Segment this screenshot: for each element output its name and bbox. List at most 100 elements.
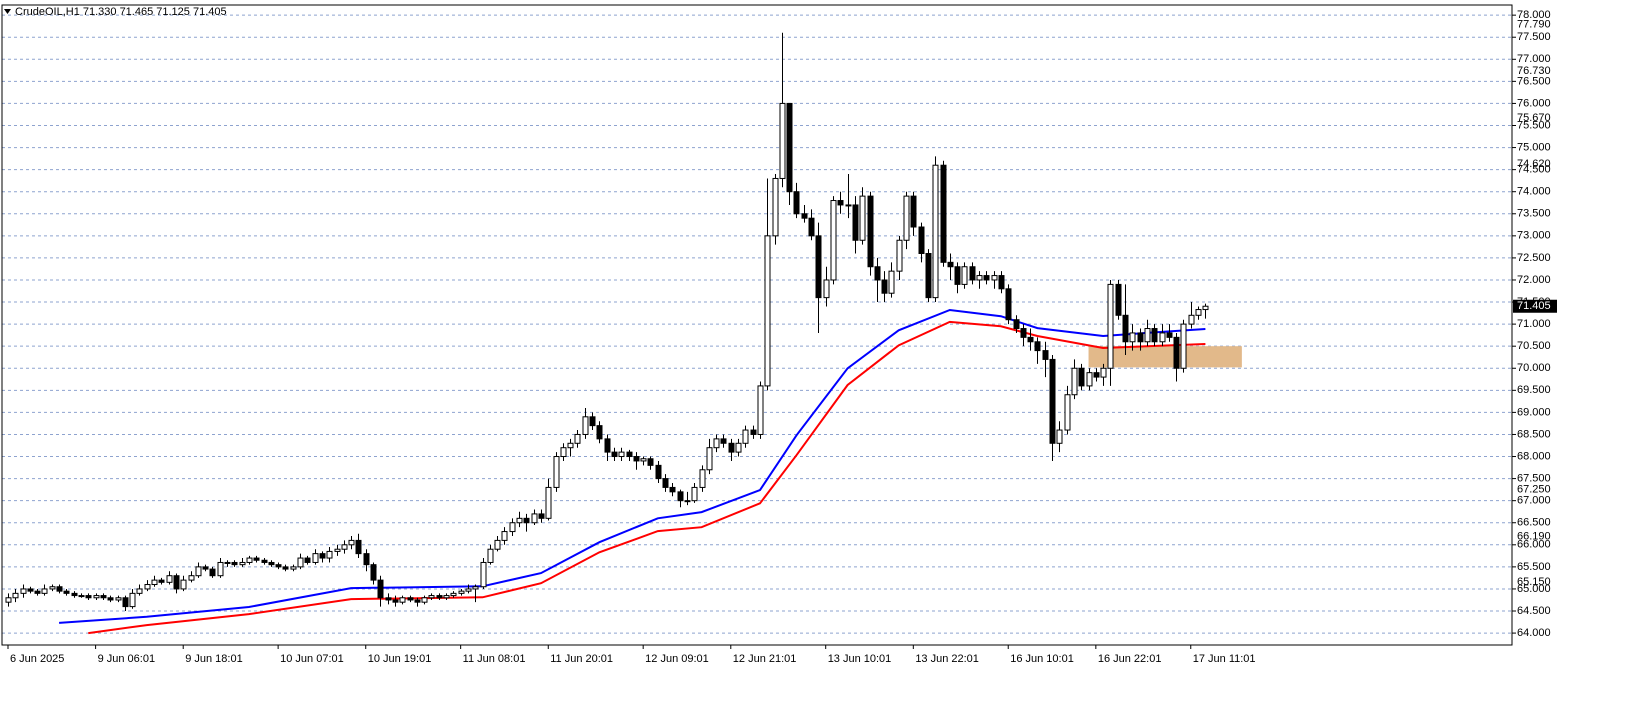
candle-body <box>1013 319 1020 330</box>
candle-body <box>750 429 757 435</box>
candle-body <box>115 597 122 601</box>
candle-body <box>173 575 180 590</box>
y-tick-label: 69.500 <box>1517 384 1551 396</box>
y-tick-label: 68.500 <box>1517 428 1551 440</box>
y-tick-label: 65.500 <box>1517 561 1551 573</box>
candle-body <box>231 561 238 566</box>
y-tick-label: 69.000 <box>1517 406 1551 418</box>
candle-body <box>129 592 136 608</box>
level-label: 76.730 <box>1517 65 1551 77</box>
candle-body <box>63 590 70 594</box>
candle-body <box>1078 367 1085 387</box>
candle-body <box>428 595 435 599</box>
candle-body <box>1122 314 1129 343</box>
candle-body <box>304 557 311 563</box>
candle-body <box>626 451 633 458</box>
x-tick-label: 10 Jun 07:01 <box>280 653 344 665</box>
candle-body <box>436 595 443 599</box>
y-tick-label: 75.500 <box>1517 119 1551 131</box>
candle-body <box>801 213 808 219</box>
candle-body <box>647 458 654 466</box>
y-tick-label: 68.000 <box>1517 450 1551 462</box>
candle-body <box>202 566 209 570</box>
y-tick-label: 72.500 <box>1517 252 1551 264</box>
candle-body <box>553 456 560 488</box>
candle-body <box>728 442 735 453</box>
candle-body <box>910 195 917 228</box>
x-tick-label: 6 Jun 2025 <box>10 653 64 665</box>
candle-body <box>377 579 384 599</box>
candle-body <box>195 566 202 577</box>
candle-body <box>640 458 647 462</box>
candle-body <box>845 204 852 207</box>
candle-body <box>217 561 224 577</box>
candle-body <box>706 447 713 471</box>
candle-body <box>669 486 676 493</box>
candle-body <box>93 595 100 599</box>
candle-body <box>611 451 618 458</box>
y-tick-label: 78.000 <box>1517 9 1551 21</box>
candle-body <box>983 275 990 281</box>
candle-body <box>991 275 998 281</box>
candle-body <box>27 588 34 592</box>
candle-body <box>166 575 173 583</box>
candle-body <box>677 491 684 502</box>
candle-body <box>107 597 114 601</box>
candle-body <box>501 531 508 541</box>
candle-body <box>414 599 421 603</box>
candle-body <box>144 584 151 590</box>
candle-body <box>859 195 866 241</box>
candle-body <box>385 597 392 601</box>
candle-body <box>830 200 837 281</box>
candle-body <box>633 456 640 462</box>
candle-body <box>421 597 428 603</box>
candle-body <box>699 469 706 488</box>
candle-body <box>1042 350 1049 360</box>
x-tick-label: 13 Jun 22:01 <box>915 653 979 665</box>
candle-body <box>772 177 779 237</box>
candle-body <box>268 561 275 566</box>
candle-body <box>407 597 414 601</box>
candle-body <box>5 597 12 603</box>
candle-body <box>363 553 370 566</box>
candle-body <box>261 559 268 563</box>
candle-body <box>1056 429 1063 444</box>
candle-body <box>881 279 888 294</box>
candle-body <box>947 261 954 268</box>
x-tick-label: 12 Jun 09:01 <box>645 653 709 665</box>
last-price-label: 71.405 <box>1517 300 1551 312</box>
candle-body <box>786 102 793 193</box>
candle-body <box>49 586 56 590</box>
x-tick-label: 11 Jun 08:01 <box>463 653 526 665</box>
candle-body <box>239 561 246 566</box>
y-tick-label: 76.000 <box>1517 97 1551 109</box>
candle-body <box>604 438 611 453</box>
candle-body <box>480 561 487 588</box>
candle-body <box>188 575 195 581</box>
candle-body <box>290 566 297 570</box>
candle-body <box>1166 332 1173 338</box>
candle-body <box>815 235 822 299</box>
candle-body <box>1093 372 1100 378</box>
candle-body <box>355 539 362 555</box>
level-label: 74.620 <box>1517 158 1551 170</box>
x-tick-label: 11 Jun 20:01 <box>550 653 613 665</box>
candle-body <box>209 568 216 577</box>
level-label: 75.670 <box>1517 112 1551 124</box>
candle-body <box>450 592 457 597</box>
candle-body <box>246 557 253 563</box>
candle-body <box>969 266 976 281</box>
x-tick-label: 9 Jun 18:01 <box>185 653 243 665</box>
candle-body <box>151 579 158 586</box>
candle-body <box>888 270 895 294</box>
candle-body <box>1151 328 1158 343</box>
y-tick-label: 67.000 <box>1517 495 1551 507</box>
candle-body <box>399 597 406 603</box>
candle-body <box>1034 341 1041 352</box>
candle-body <box>823 279 830 299</box>
candle-body <box>1071 367 1078 396</box>
candle-body <box>1188 314 1195 325</box>
candle-body <box>326 550 333 559</box>
